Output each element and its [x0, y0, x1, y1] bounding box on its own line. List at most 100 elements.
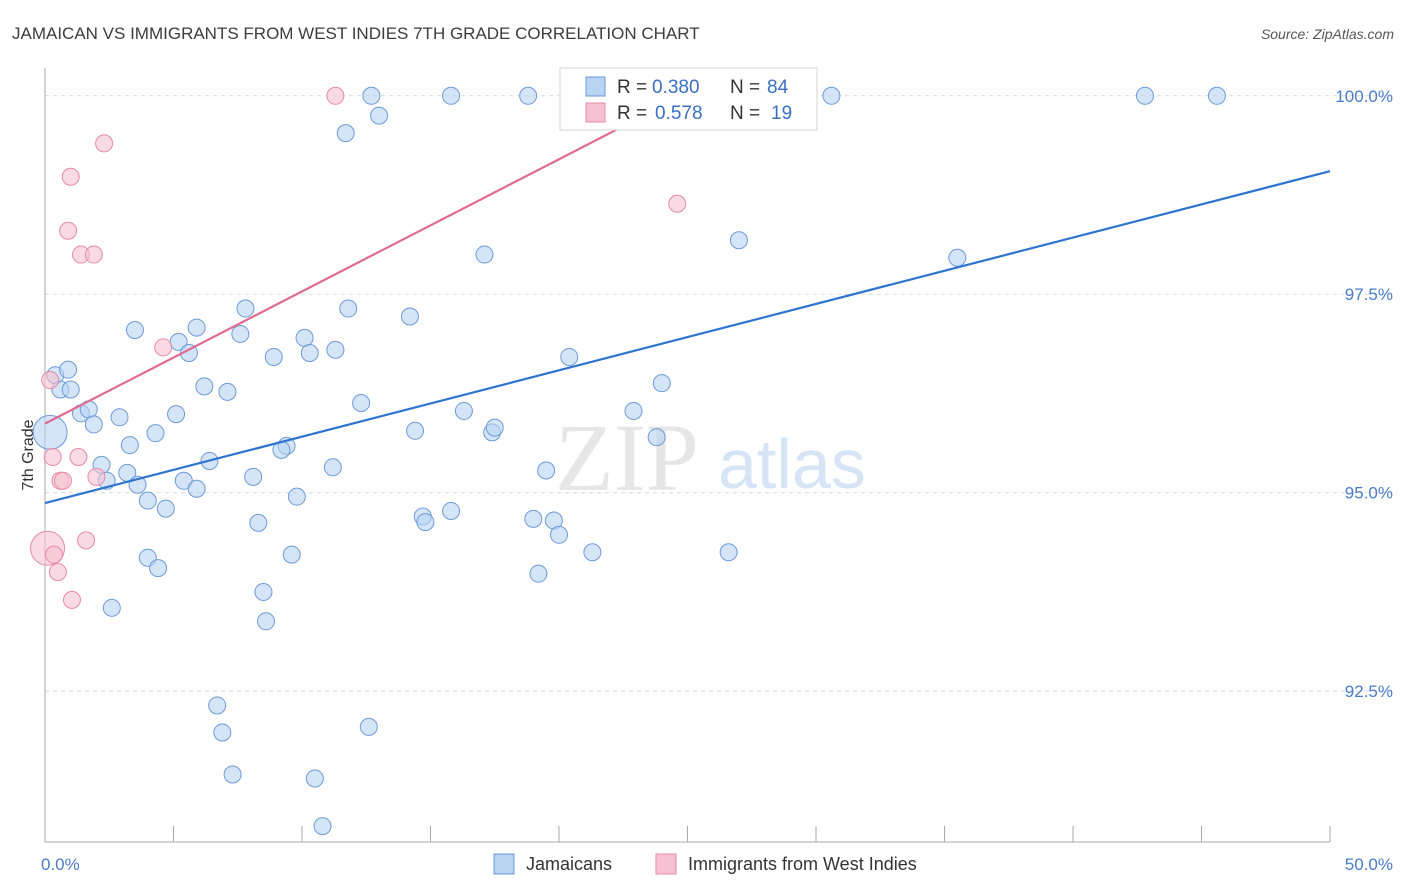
point-jamaicans — [352, 394, 371, 413]
point-jamaicans — [249, 513, 268, 532]
y-tick-label: 92.5% — [1345, 682, 1393, 701]
point-jamaicans — [223, 765, 242, 784]
series-legend-swatch-jamaicans — [493, 853, 515, 875]
point-west-indies — [326, 86, 345, 105]
point-jamaicans — [583, 543, 602, 562]
point-jamaicans — [61, 380, 80, 399]
point-jamaicans — [948, 248, 967, 267]
point-jamaicans — [149, 559, 168, 578]
x-tick-label: 50.0% — [1345, 855, 1393, 874]
y-tick-labels: 92.5% 95.0% 97.5% 100.0% — [1335, 87, 1393, 701]
point-jamaicans — [295, 328, 314, 347]
point-jamaicans — [257, 612, 276, 631]
point-jamaicans — [287, 487, 306, 506]
series-legend: Jamaicans Immigrants from West Indies — [493, 853, 917, 875]
legend-n-label-blue: N = — [730, 77, 760, 98]
chart-title: JAMAICAN VS IMMIGRANTS FROM WEST INDIES … — [12, 24, 700, 43]
legend-n-label-pink: N = — [730, 103, 760, 124]
point-jamaicans — [125, 320, 144, 339]
point-jamaicans — [300, 343, 319, 362]
legend-r-value-blue: 0.380 — [652, 77, 700, 98]
point-west-indies — [69, 447, 88, 466]
point-jamaicans — [362, 86, 381, 105]
point-jamaicans — [254, 582, 273, 601]
point-jamaicans — [550, 525, 568, 544]
point-jamaicans — [146, 424, 165, 443]
point-west-indies — [41, 370, 60, 389]
stats-legend: R = 0.380 N = 84 R = 0.578 N = 19 — [559, 67, 818, 131]
point-west-indies — [43, 447, 62, 466]
legend-swatch-pink — [585, 102, 606, 123]
legend-r-label-blue: R = — [617, 77, 647, 98]
trend-line-jamaicans — [44, 170, 1331, 505]
point-jamaicans — [537, 461, 556, 480]
trend-lines — [44, 94, 1331, 505]
point-jamaicans — [475, 245, 494, 264]
point-jamaicans — [336, 124, 355, 143]
point-west-indies — [59, 221, 78, 240]
point-jamaicans — [208, 696, 227, 715]
legend-swatch-blue — [585, 76, 606, 97]
point-jamaicans — [400, 307, 419, 326]
point-jamaicans — [313, 817, 332, 836]
point-jamaicans — [406, 421, 425, 440]
x-tick-labels: 0.0% 50.0% — [41, 855, 1393, 874]
series-legend-swatch-west-indies — [655, 853, 677, 875]
point-jamaicans — [156, 499, 175, 518]
point-jamaicans — [59, 360, 78, 379]
point-jamaicans — [1207, 86, 1226, 105]
point-west-indies — [62, 590, 81, 609]
point-jamaicans — [647, 428, 666, 447]
point-jamaicans — [187, 318, 206, 337]
y-axis-title: 7th Grade — [20, 419, 37, 490]
point-jamaicans — [305, 769, 324, 788]
point-jamaicans — [231, 324, 250, 343]
point-jamaicans — [218, 382, 237, 401]
point-jamaicans — [167, 405, 186, 424]
series-legend-label-west-indies: Immigrants from West Indies — [688, 854, 917, 874]
point-jamaicans — [416, 513, 435, 532]
series-legend-label-jamaicans: Jamaicans — [526, 854, 612, 874]
y-tick-label: 97.5% — [1345, 285, 1393, 304]
point-jamaicans — [370, 106, 389, 125]
point-jamaicans — [174, 471, 193, 490]
point-jamaicans — [323, 458, 342, 477]
chart-source: Source: ZipAtlas.com — [1261, 26, 1394, 42]
point-jamaicans — [244, 467, 263, 486]
point-jamaicans — [102, 598, 121, 617]
point-jamaicans — [195, 377, 214, 396]
point-jamaicans — [282, 545, 301, 564]
legend-r-label-pink: R = — [617, 103, 647, 124]
point-jamaicans — [560, 347, 579, 366]
point-jamaicans — [652, 374, 671, 393]
watermark-atlas: atlas — [718, 425, 866, 503]
point-jamaicans — [213, 723, 232, 742]
point-west-indies — [53, 471, 72, 490]
point-west-indies — [44, 545, 63, 564]
point-jamaicans — [624, 401, 643, 420]
point-jamaicans — [442, 86, 461, 105]
legend-n-value-pink: 19 — [771, 103, 792, 124]
point-jamaicans — [729, 231, 748, 250]
point-jamaicans — [110, 408, 129, 427]
point-west-indies — [154, 338, 173, 357]
point-west-indies — [87, 467, 106, 486]
point-jamaicans — [524, 509, 543, 528]
point-west-indies — [84, 245, 103, 264]
point-jamaicans — [359, 717, 378, 736]
point-jamaicans — [339, 299, 358, 318]
trend-line-west-indies — [44, 94, 683, 425]
y-tick-label: 95.0% — [1345, 484, 1393, 503]
point-west-indies — [61, 167, 80, 186]
point-jamaicans — [187, 479, 206, 498]
point-jamaicans — [236, 299, 255, 318]
y-tick-label: 100.0% — [1335, 87, 1393, 106]
gridlines — [45, 95, 1392, 692]
point-jamaicans — [326, 340, 345, 359]
point-jamaicans — [454, 401, 473, 420]
point-west-indies — [95, 134, 114, 153]
point-jamaicans — [264, 347, 283, 366]
watermark-zip: ZIP — [555, 404, 699, 511]
x-tick-label: 0.0% — [41, 855, 80, 874]
